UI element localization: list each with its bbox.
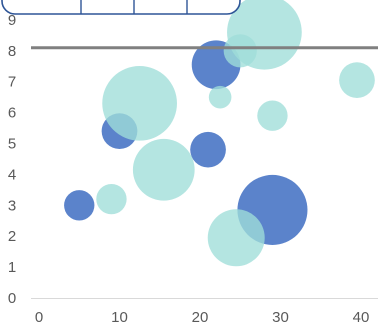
x-tick-label: 20: [192, 309, 209, 326]
bubble-series-2-point-4: [208, 85, 232, 109]
bubble-series-1-point-1: [64, 190, 95, 221]
legend-box: [1, 0, 241, 15]
y-tick-label: 7: [8, 74, 16, 91]
y-tick-label: 5: [8, 136, 16, 153]
x-tick-label: 0: [35, 309, 43, 326]
y-tick-label: 2: [8, 228, 16, 245]
y-tick-labels: 0 1 2 3 4 5 6 7 8 9: [8, 12, 16, 307]
y-tick-label: 9: [8, 12, 16, 29]
bubble-series-2-point-8: [257, 100, 288, 131]
y-tick-label: 3: [8, 197, 16, 214]
x-tick-label: 30: [272, 309, 289, 326]
bubble-series-2-point-3: [132, 138, 195, 201]
bubble-series-2-point-1: [96, 183, 127, 215]
bubble-layer: [64, 0, 375, 267]
bubble-series-2-point-9: [339, 62, 375, 99]
y-tick-label: 8: [8, 43, 16, 60]
y-tick-label: 1: [8, 259, 16, 276]
legend-frame: [1, 0, 241, 15]
y-tick-label: 4: [8, 166, 16, 183]
bubble-series-2-point-2: [102, 65, 177, 141]
x-tick-label: 10: [111, 309, 128, 326]
x-tick-label: 40: [353, 309, 370, 326]
y-tick-label: 0: [8, 290, 16, 307]
y-tick-label: 6: [8, 105, 16, 122]
bubble-series-2-point-7: [227, 0, 302, 70]
bubble-series-1-point-3: [190, 131, 226, 168]
x-tick-labels: 0 10 20 30 40: [35, 309, 370, 326]
bubble-series-2-point-6: [207, 209, 265, 267]
